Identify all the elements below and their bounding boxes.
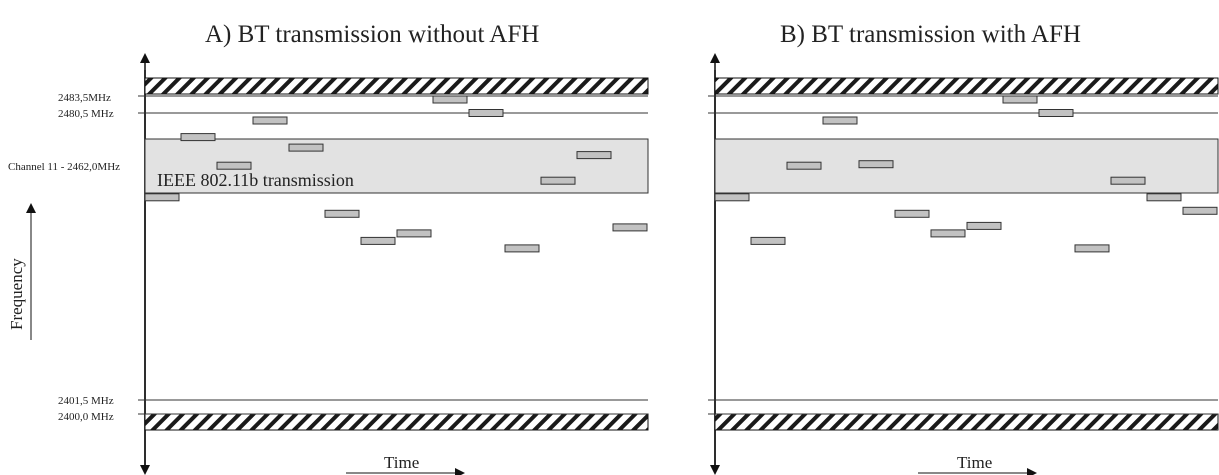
panel-a-hop-0 — [144, 193, 180, 202]
panel-a-hop-11 — [540, 176, 576, 185]
panel-b-hop-9 — [1038, 109, 1074, 117]
panel-b-hop-4 — [858, 160, 894, 169]
panel-a-title: A) BT transmission without AFH — [205, 21, 539, 48]
panel-a-hop-1 — [180, 133, 216, 142]
panel-with-afh: B) BT transmission with AFH Time — [708, 21, 1219, 475]
panel-a-hop-3 — [252, 116, 288, 125]
panel-a-bottom-guard-band — [144, 413, 649, 431]
panel-b-hop-13 — [1182, 206, 1218, 215]
panel-b-top-guard-band — [714, 77, 1219, 95]
panel-a-hop-2 — [216, 161, 252, 170]
panel-b-hop-11 — [1110, 176, 1146, 185]
label-2401-5: 2401,5 MHz — [58, 395, 114, 407]
panel-a-top-guard-band — [144, 77, 649, 95]
panel-b-hop-3 — [822, 116, 858, 125]
panel-b-hop-5 — [894, 209, 930, 218]
panel-b-hops — [714, 95, 1218, 253]
panel-b-bottom-guard-band — [714, 413, 1219, 431]
panel-b-hop-12 — [1146, 193, 1182, 202]
panel-a-hop-10 — [504, 244, 540, 253]
panel-without-afh: A) BT transmission without AFH IEEE 802.… — [138, 21, 649, 475]
panel-b-hop-6 — [930, 229, 966, 238]
frequency-axis-title: Frequency — [7, 258, 26, 330]
frequency-labels: 2483,5MHz 2480,5 MHz Channel 11 - 2462,0… — [8, 92, 120, 423]
panel-a-hop-7 — [396, 229, 432, 238]
panel-a-hop-13 — [612, 223, 648, 232]
panel-b-hop-1 — [750, 236, 786, 245]
panel-b-time-label: Time — [957, 453, 992, 472]
panel-a-time-label: Time — [384, 453, 419, 472]
panel-a-hop-6 — [360, 236, 396, 245]
label-channel-11: Channel 11 - 2462,0MHz — [8, 161, 120, 173]
panel-a-hop-8 — [432, 95, 468, 104]
frequency-axis: Frequency — [7, 203, 36, 340]
panel-a-hops — [144, 95, 648, 253]
panel-b-hop-7 — [966, 221, 1002, 230]
panel-b-hop-10 — [1074, 244, 1110, 253]
panel-b-hop-0 — [714, 193, 750, 202]
label-2400-0: 2400,0 MHz — [58, 411, 114, 423]
label-2483-5: 2483,5MHz — [58, 92, 111, 104]
panel-a-hop-5 — [324, 209, 360, 218]
panel-a-wlan-label: IEEE 802.11b transmission — [157, 170, 354, 190]
panel-b-title: B) BT transmission with AFH — [780, 21, 1081, 48]
label-2480-5: 2480,5 MHz — [58, 108, 114, 120]
panel-b-hop-8 — [1002, 95, 1038, 104]
panel-a-hop-9 — [468, 109, 504, 117]
panel-b-hop-2 — [786, 161, 822, 170]
panel-a-hop-4 — [288, 143, 324, 152]
panel-a-hop-12 — [576, 151, 612, 160]
